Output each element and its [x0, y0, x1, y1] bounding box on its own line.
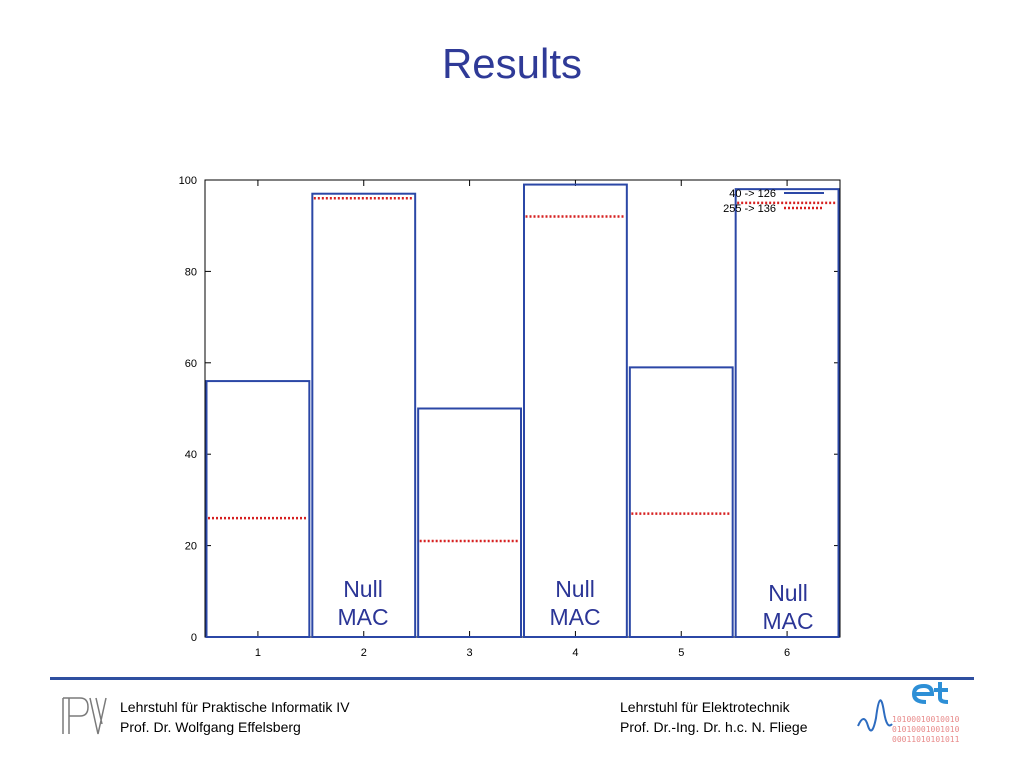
bar-series-1 [311, 192, 417, 639]
bar-series-1 [734, 188, 840, 638]
y-tick-label: 20 [185, 541, 197, 553]
y-tick-label: 60 [185, 358, 197, 370]
footer-right-line-1: Lehrstuhl für Elektrotechnik [620, 699, 790, 715]
pi-logo-icon [62, 697, 107, 735]
x-tick-label: 2 [361, 647, 367, 659]
x-tick-label: 4 [572, 647, 578, 659]
legend-label-series-2: 255 -> 136 [723, 203, 776, 215]
et-logo-icon: 10100010010010 01010001001010 0001101010… [857, 682, 960, 744]
bar-series-1 [205, 380, 311, 638]
footer-right-line-2: Prof. Dr.-Ing. Dr. h.c. N. Fliege [620, 719, 808, 735]
x-tick-label: 6 [784, 647, 790, 659]
x-tick-label: 1 [255, 647, 261, 659]
bar-series-1 [628, 366, 734, 638]
slide-title: Results [441, 40, 583, 87]
footer-left-line-2: Prof. Dr. Wolfgang Effelsberg [120, 719, 301, 735]
svg-text:00011010101011: 00011010101011 [892, 735, 960, 744]
bar-series-1 [417, 407, 522, 638]
x-tick-label: 3 [467, 647, 473, 659]
footer-left-line-1: Lehrstuhl für Praktische Informatik IV [120, 699, 350, 715]
results-chart: 0 20 40 60 80 100 1 2 3 4 5 6 40 -> 126 255 -> 136 [179, 175, 841, 659]
null-mac-label-bar-6: Null MAC [762, 580, 814, 634]
svg-text:10100010010010: 10100010010010 [892, 715, 960, 724]
y-tick-label: 0 [191, 632, 197, 644]
y-tick-label: 100 [179, 175, 197, 187]
legend-label-series-1: 40 -> 126 [729, 188, 776, 200]
svg-text:01010001001010: 01010001001010 [892, 725, 960, 734]
footer-divider [50, 677, 974, 680]
y-tick-label: 80 [185, 266, 197, 278]
plot-frame [204, 179, 841, 638]
y-tick-label: 40 [185, 449, 197, 461]
bar-series-1 [523, 183, 628, 638]
null-mac-label-bar-2: Null MAC [337, 576, 389, 630]
null-mac-label-bar-4: Null MAC [549, 576, 601, 630]
x-tick-label: 5 [678, 647, 684, 659]
